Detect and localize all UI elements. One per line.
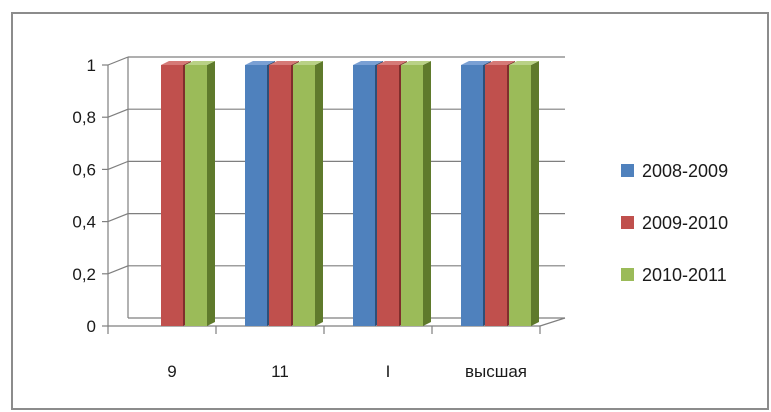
gridline-depth xyxy=(108,266,128,274)
x-tick-label: I xyxy=(386,362,391,381)
gridline-depth xyxy=(108,57,128,65)
bar xyxy=(401,65,423,326)
y-tick-label: 0,8 xyxy=(72,108,96,127)
legend-item: 2008-2009 xyxy=(621,161,728,181)
bar xyxy=(269,65,291,326)
bar xyxy=(293,65,315,326)
x-tick-label: 11 xyxy=(271,362,289,381)
bar xyxy=(161,65,183,326)
bar-0-2 xyxy=(185,61,215,326)
y-tick-label: 0,4 xyxy=(72,213,96,232)
bar xyxy=(245,65,267,326)
gridline-depth xyxy=(108,161,128,169)
gridline-depth xyxy=(108,214,128,222)
legend-swatch xyxy=(621,216,634,229)
bar-side xyxy=(423,61,431,326)
legend-item: 2009-2010 xyxy=(621,213,728,233)
x-tick-label: высшая xyxy=(465,362,527,381)
bar xyxy=(353,65,375,326)
legend-item: 2010-2011 xyxy=(621,265,727,285)
legend-label: 2010-2011 xyxy=(642,265,727,285)
y-tick-label: 0,6 xyxy=(72,160,96,179)
y-tick-label: 1 xyxy=(87,56,96,75)
x-tick-label: 9 xyxy=(167,362,176,381)
bar-1-2 xyxy=(293,61,323,326)
bar xyxy=(509,65,531,326)
bar-side xyxy=(207,61,215,326)
legend-swatch xyxy=(621,164,634,177)
gridline-depth xyxy=(108,109,128,117)
bar-side xyxy=(315,61,323,326)
y-tick-label: 0,2 xyxy=(72,265,96,284)
bar xyxy=(461,65,483,326)
bar xyxy=(377,65,399,326)
floor-right-edge xyxy=(540,318,565,326)
bar-2-2 xyxy=(401,61,431,326)
bar-side xyxy=(531,61,539,326)
legend-swatch xyxy=(621,268,634,281)
y-tick-label: 0 xyxy=(87,317,96,336)
bar-3-2 xyxy=(509,61,539,326)
bar xyxy=(485,65,507,326)
legend: 2008-2009 2009-2010 2010-2011 xyxy=(621,161,728,285)
legend-label: 2008-2009 xyxy=(642,161,728,181)
legend-label: 2009-2010 xyxy=(642,213,728,233)
bars xyxy=(161,61,539,326)
bar xyxy=(185,65,207,326)
